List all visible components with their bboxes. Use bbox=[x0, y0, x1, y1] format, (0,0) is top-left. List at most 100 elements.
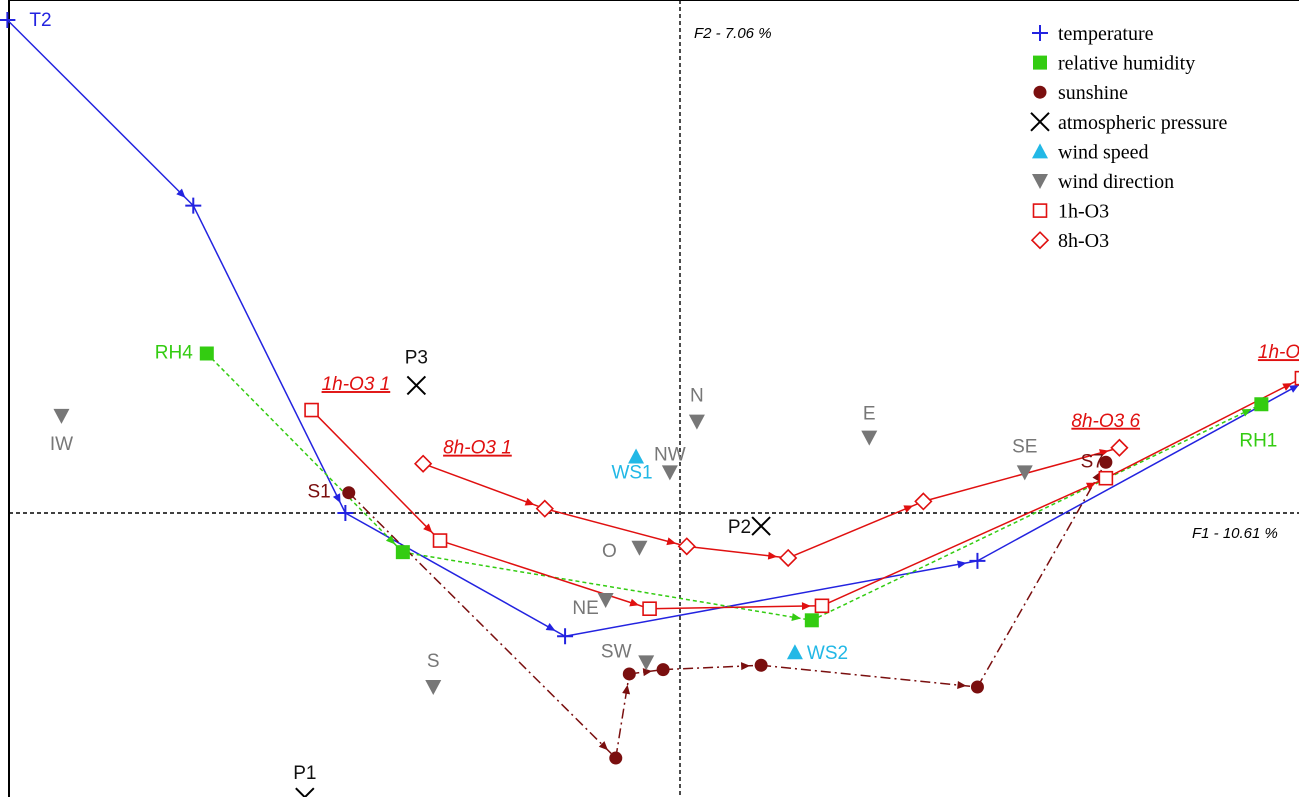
sunshine-arrowhead bbox=[622, 684, 631, 695]
wind-speed-point bbox=[786, 644, 803, 660]
temperature-segment bbox=[345, 512, 566, 637]
1h-o3-arrowhead bbox=[1282, 383, 1293, 391]
temperature-point bbox=[0, 12, 16, 28]
wind-direction-point bbox=[638, 655, 655, 671]
legend-marker-wind-speed bbox=[1032, 143, 1048, 159]
point-label-8h-o3-1: 8h-O3 1 bbox=[443, 438, 512, 459]
sunshine-arrowhead bbox=[642, 668, 653, 677]
point-label-s7: S7 bbox=[1081, 451, 1104, 472]
8h-o3-segment bbox=[923, 447, 1120, 503]
1h-o3-point bbox=[432, 533, 448, 548]
1h-o3-point bbox=[1294, 370, 1299, 386]
temperature-point bbox=[557, 628, 574, 645]
y-axis-label: F2 - 7.06 % bbox=[694, 25, 772, 42]
temperature-segment bbox=[192, 205, 347, 514]
point-label-p3: P3 bbox=[405, 347, 428, 368]
point-label-n: N bbox=[690, 386, 704, 407]
point-label-s1: S1 bbox=[308, 482, 331, 503]
point-labels-layer: T2T7RH4RH1S1S7P1P2P3WS1WS2IWNNWESEONESWS… bbox=[29, 10, 1299, 784]
sunshine-point bbox=[622, 667, 636, 681]
1h-o3-segment bbox=[439, 539, 650, 610]
8h-o3-point bbox=[914, 492, 933, 511]
legend-entry-wind-direction: wind direction bbox=[1032, 171, 1174, 193]
legend-marker-sunshine bbox=[1033, 85, 1047, 99]
8h-o3-point bbox=[677, 537, 696, 556]
wind-direction-point bbox=[688, 414, 705, 430]
wind-direction-point bbox=[1016, 465, 1033, 481]
wind-direction-point bbox=[597, 593, 614, 608]
sunshine-segment bbox=[348, 492, 617, 759]
sunshine-arrowhead bbox=[1092, 471, 1101, 482]
series-marks-layer bbox=[0, 12, 1299, 797]
point-label-p2: P2 bbox=[728, 517, 751, 538]
legend-label: sunshine bbox=[1058, 82, 1128, 104]
8h-o3-point bbox=[1110, 438, 1129, 457]
point-label-p1: P1 bbox=[293, 763, 316, 784]
point-label-t2: T2 bbox=[29, 10, 51, 31]
temperature-arrowhead bbox=[545, 622, 556, 631]
relative-humidity-point bbox=[395, 545, 410, 560]
8h-o3-segment bbox=[544, 507, 687, 548]
1h-o3-point bbox=[1098, 470, 1114, 486]
wind-speed-point bbox=[628, 448, 645, 464]
point-label-1h-o3-1: 1h-O3 1 bbox=[322, 374, 391, 395]
sunshine-point bbox=[656, 663, 670, 677]
relative-humidity-segment bbox=[402, 551, 812, 622]
relative-humidity-point bbox=[1254, 397, 1269, 412]
point-label-ws1: WS1 bbox=[611, 462, 652, 483]
atmospheric-pressure-point bbox=[406, 375, 427, 396]
legend-entry-wind-speed: wind speed bbox=[1032, 141, 1149, 163]
temperature-arrowhead bbox=[1289, 384, 1299, 393]
atmospheric-pressure-point bbox=[751, 516, 771, 536]
temperature-arrowhead bbox=[176, 188, 186, 198]
legend-entry-atmospheric-pressure: atmospheric pressure bbox=[1030, 112, 1228, 134]
point-label-rh1: RH1 bbox=[1239, 430, 1277, 451]
point-label-1h-o3-6: 1h-O3 6 bbox=[1258, 342, 1299, 363]
legend-marker-1h-o3 bbox=[1032, 203, 1048, 218]
sunshine-arrowhead bbox=[957, 681, 967, 689]
8h-o3-arrowhead bbox=[666, 537, 677, 546]
legend-entry-temperature: temperature bbox=[1032, 23, 1154, 45]
legend-marker-8h-o3 bbox=[1030, 231, 1050, 250]
relative-humidity-point bbox=[199, 346, 214, 361]
1h-o3-segment bbox=[821, 477, 1107, 607]
point-label-iw: IW bbox=[50, 434, 73, 455]
sunshine-point bbox=[970, 680, 984, 694]
relative-humidity-arrowhead bbox=[1241, 409, 1252, 417]
sunshine-segment bbox=[761, 664, 978, 688]
sunshine-point bbox=[754, 658, 768, 672]
point-label-nw: NW bbox=[654, 444, 686, 465]
sunshine-point bbox=[609, 751, 623, 765]
temperature-point bbox=[185, 197, 202, 214]
legend-label: 1h-O3 bbox=[1058, 201, 1109, 223]
legend-label: wind speed bbox=[1058, 141, 1149, 163]
relative-humidity-arrowhead bbox=[791, 613, 801, 621]
legend-marker-atmospheric-pressure bbox=[1030, 112, 1050, 132]
temperature-point bbox=[337, 505, 354, 521]
point-label-se: SE bbox=[1012, 436, 1037, 457]
8h-o3-point bbox=[535, 499, 554, 518]
sunshine-point bbox=[342, 486, 356, 500]
temperature-arrowhead bbox=[332, 493, 341, 504]
8h-o3-segment bbox=[422, 462, 546, 510]
wind-direction-point bbox=[631, 540, 648, 556]
wind-direction-point bbox=[53, 408, 70, 424]
relative-humidity-point bbox=[804, 613, 819, 628]
legend-marker-temperature bbox=[1032, 25, 1048, 41]
legend-entry-1h-o3: 1h-O3 bbox=[1032, 201, 1109, 223]
legend-marker-wind-direction bbox=[1032, 174, 1048, 189]
point-label-sw: SW bbox=[601, 641, 632, 662]
1h-o3-arrowhead bbox=[629, 598, 640, 607]
legend-label: relative humidity bbox=[1058, 53, 1195, 75]
1h-o3-segment bbox=[1105, 378, 1299, 479]
series-lines-layer bbox=[6, 19, 1299, 759]
1h-o3-segment bbox=[311, 409, 441, 542]
1h-o3-segment bbox=[649, 605, 822, 610]
relative-humidity-arrowhead bbox=[385, 535, 396, 545]
8h-o3-point bbox=[413, 454, 433, 473]
point-label-e: E bbox=[863, 404, 876, 425]
1h-o3-arrowhead bbox=[801, 602, 811, 611]
wind-direction-point bbox=[425, 680, 442, 695]
